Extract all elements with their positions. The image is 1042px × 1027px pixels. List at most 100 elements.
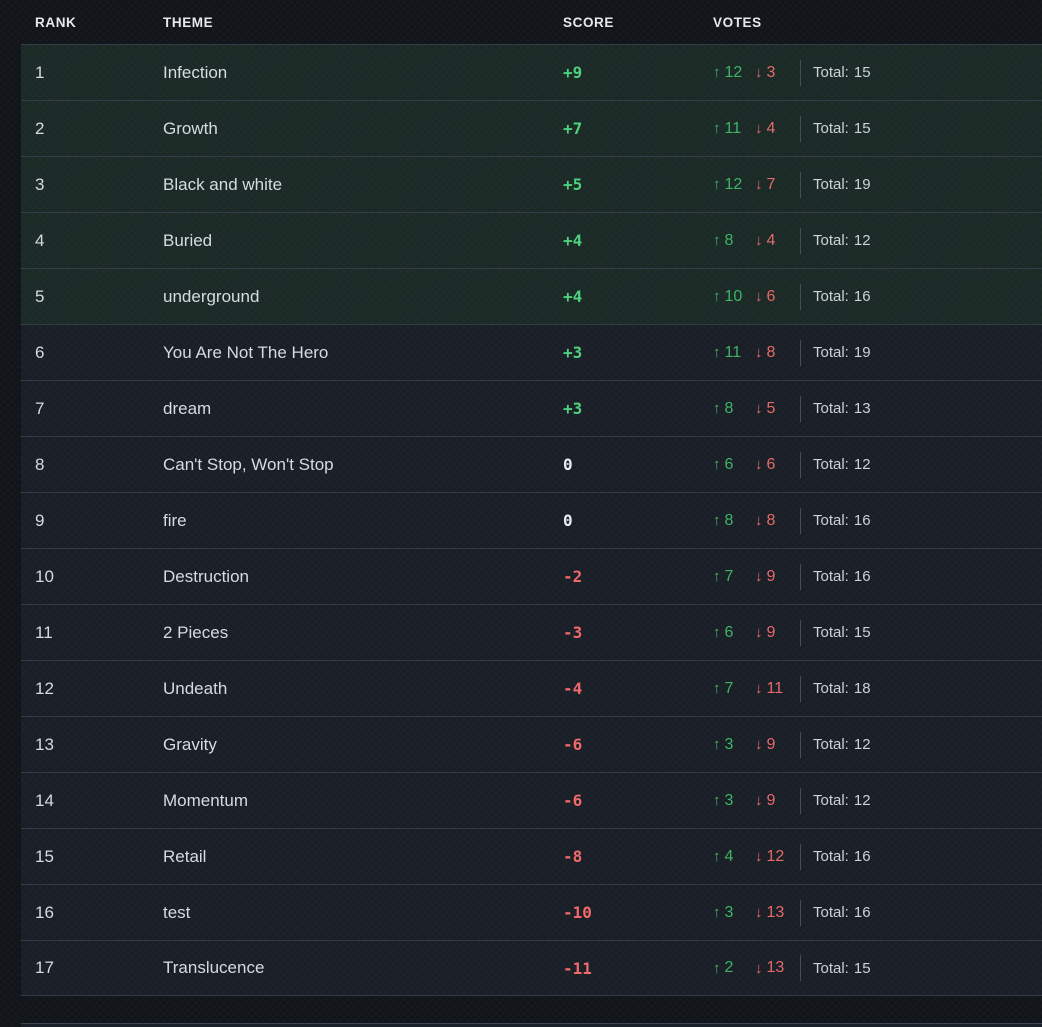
upvotes: ↑ 11 (713, 344, 755, 362)
rank-value: 14 (35, 790, 54, 810)
total-count: 15 (853, 120, 871, 137)
votes-cell: ↑ 6 ↓ 9 Total: 15 (713, 619, 1042, 646)
total-votes: Total: 16 (813, 512, 871, 529)
next-section-edge (21, 1024, 1042, 1027)
down-arrow-icon: ↓ (755, 680, 763, 697)
total-label: Total: (813, 232, 849, 249)
total-count: 16 (853, 904, 871, 921)
upvote-count: 12 (724, 175, 743, 193)
total-label: Total: (813, 512, 849, 529)
up-arrow-icon: ↑ (713, 959, 721, 977)
upvote-count: 3 (724, 791, 734, 809)
downvotes: ↓ 6 (755, 288, 800, 306)
upvotes: ↑ 8 (713, 232, 755, 250)
votes-total-divider (800, 843, 801, 870)
total-count: 12 (853, 736, 871, 753)
downvotes: ↓ 9 (755, 736, 800, 754)
column-header-votes: VOTES (713, 14, 762, 30)
theme-name: Retail (163, 846, 207, 866)
score-value: +3 (563, 343, 583, 362)
down-arrow-icon: ↓ (755, 904, 763, 921)
upvote-count: 6 (724, 623, 734, 641)
votes-cell: ↑ 7 ↓ 11 Total: 18 (713, 675, 1042, 702)
total-count: 13 (853, 400, 871, 417)
footer-divider-line (21, 1023, 1042, 1024)
downvotes: ↓ 5 (755, 400, 800, 418)
downvote-count: 13 (766, 959, 785, 976)
votes-total-divider (800, 731, 801, 758)
up-arrow-icon: ↑ (713, 624, 721, 641)
total-votes: Total: 12 (813, 736, 871, 753)
votes-total-divider (800, 955, 801, 981)
table-row: 5 underground +4 ↑ 10 ↓ 6 Total: 16 (21, 268, 1042, 324)
total-label: Total: (813, 288, 849, 305)
rank-value: 7 (35, 398, 45, 418)
downvote-count: 8 (766, 343, 776, 361)
upvotes: ↑ 2 (713, 959, 755, 977)
up-arrow-icon: ↑ (713, 456, 721, 473)
total-count: 16 (853, 568, 871, 585)
downvotes: ↓ 8 (755, 344, 800, 362)
votes-cell: ↑ 4 ↓ 12 Total: 16 (713, 843, 1042, 870)
upvotes: ↑ 12 (713, 176, 755, 194)
upvote-count: 3 (724, 735, 734, 753)
downvote-count: 13 (766, 903, 785, 921)
rank-value: 17 (35, 958, 54, 977)
up-arrow-icon: ↑ (713, 288, 721, 305)
upvote-count: 4 (724, 847, 734, 865)
downvotes: ↓ 13 (755, 959, 800, 977)
votes-cell: ↑ 12 ↓ 3 Total: 15 (713, 59, 1042, 86)
upvote-count: 7 (724, 567, 734, 585)
down-arrow-icon: ↓ (755, 512, 763, 529)
downvotes: ↓ 13 (755, 904, 800, 922)
total-label: Total: (813, 736, 849, 753)
total-label: Total: (813, 568, 849, 585)
rank-value: 4 (35, 230, 45, 250)
theme-name: Translucence (163, 958, 265, 977)
upvote-count: 8 (724, 399, 734, 417)
upvote-count: 6 (724, 455, 734, 473)
downvotes: ↓ 4 (755, 232, 800, 250)
theme-name: Black and white (163, 174, 283, 194)
score-value: -6 (563, 735, 583, 754)
total-votes: Total: 12 (813, 792, 871, 809)
upvote-count: 11 (724, 119, 742, 137)
upvotes: ↑ 3 (713, 792, 755, 810)
upvotes: ↑ 4 (713, 848, 755, 866)
downvote-count: 3 (766, 63, 776, 81)
theme-name: test (163, 902, 191, 922)
total-label: Total: (813, 344, 849, 361)
upvotes: ↑ 8 (713, 512, 755, 530)
total-votes: Total: 15 (813, 960, 871, 977)
total-votes: Total: 16 (813, 904, 871, 921)
score-value: -6 (563, 791, 583, 810)
total-label: Total: (813, 624, 849, 641)
votes-total-divider (800, 59, 801, 86)
total-votes: Total: 12 (813, 456, 871, 473)
table-row: 14 Momentum -6 ↑ 3 ↓ 9 Total: 12 (21, 772, 1042, 828)
downvote-count: 11 (766, 679, 784, 697)
votes-cell: ↑ 11 ↓ 4 Total: 15 (713, 115, 1042, 142)
upvotes: ↑ 12 (713, 64, 755, 82)
theme-name: Undeath (163, 678, 228, 698)
upvotes: ↑ 11 (713, 120, 755, 138)
rank-value: 1 (35, 62, 45, 82)
theme-name: dream (163, 398, 212, 418)
votes-cell: ↑ 3 ↓ 9 Total: 12 (713, 787, 1042, 814)
down-arrow-icon: ↓ (755, 232, 763, 249)
upvotes: ↑ 10 (713, 288, 755, 306)
votes-total-divider (800, 675, 801, 702)
votes-total-divider (800, 115, 801, 142)
rank-value: 3 (35, 174, 45, 194)
votes-cell: ↑ 8 ↓ 8 Total: 16 (713, 507, 1042, 534)
column-header-score: SCORE (563, 14, 615, 30)
total-label: Total: (813, 959, 849, 977)
downvote-count: 12 (766, 847, 785, 865)
bottom-gap (0, 996, 1042, 1023)
down-arrow-icon: ↓ (755, 959, 763, 977)
total-votes: Total: 19 (813, 344, 871, 361)
votes-total-divider (800, 451, 801, 478)
downvotes: ↓ 11 (755, 680, 800, 698)
score-value: -11 (563, 958, 592, 978)
table-row: 7 dream +3 ↑ 8 ↓ 5 Total: 13 (21, 380, 1042, 436)
